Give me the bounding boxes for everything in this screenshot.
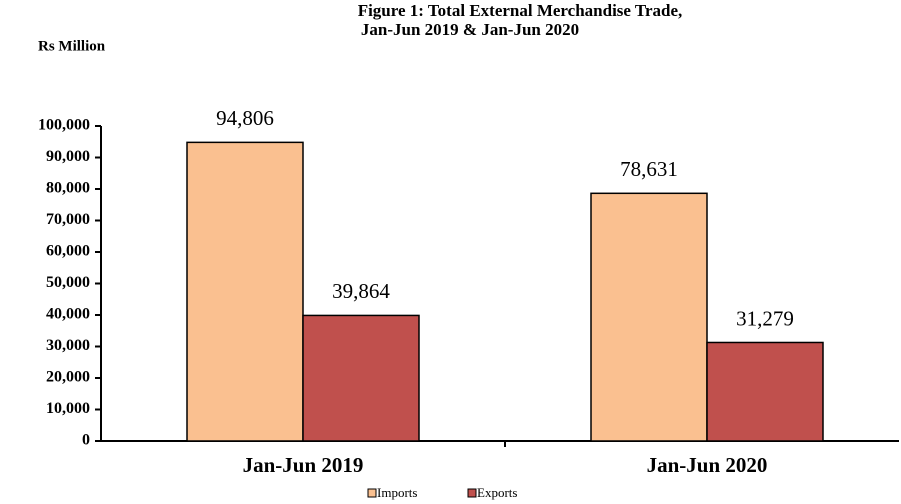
x-tick-label: Jan-Jun 2019: [243, 453, 364, 477]
legend-swatch: [367, 488, 377, 498]
legend-label: Exports: [477, 485, 517, 500]
y-tick-label: 70,000: [46, 211, 90, 228]
y-tick-label: 60,000: [46, 243, 90, 260]
y-tick-label: 90,000: [46, 148, 90, 165]
data-label: 78,631: [620, 157, 678, 181]
y-tick-label: 40,000: [46, 306, 90, 323]
y-tick-label: 50,000: [46, 274, 90, 291]
legend-swatch: [467, 488, 477, 498]
y-axis-label: Rs Million: [38, 38, 106, 54]
y-tick-label: 0: [82, 432, 90, 449]
data-label: 31,279: [736, 306, 794, 330]
y-tick-label: 80,000: [46, 180, 90, 197]
data-label: 94,806: [216, 106, 274, 130]
x-tick-label: Jan-Jun 2020: [647, 453, 768, 477]
bar: [186, 141, 304, 442]
legend-label: Imports: [377, 485, 417, 500]
y-tick-label: 100,000: [38, 117, 90, 134]
y-tick-label: 10,000: [46, 400, 90, 417]
y-tick-label: 30,000: [46, 337, 90, 354]
chart-subtitle: Jan-Jun 2019 & Jan-Jun 2020: [361, 20, 579, 39]
bar: [706, 341, 824, 442]
bar: [302, 314, 420, 442]
data-label: 39,864: [332, 279, 390, 303]
chart-title: Figure 1: Total External Merchandise Tra…: [358, 1, 683, 20]
y-tick-label: 20,000: [46, 369, 90, 386]
bar: [590, 192, 708, 442]
